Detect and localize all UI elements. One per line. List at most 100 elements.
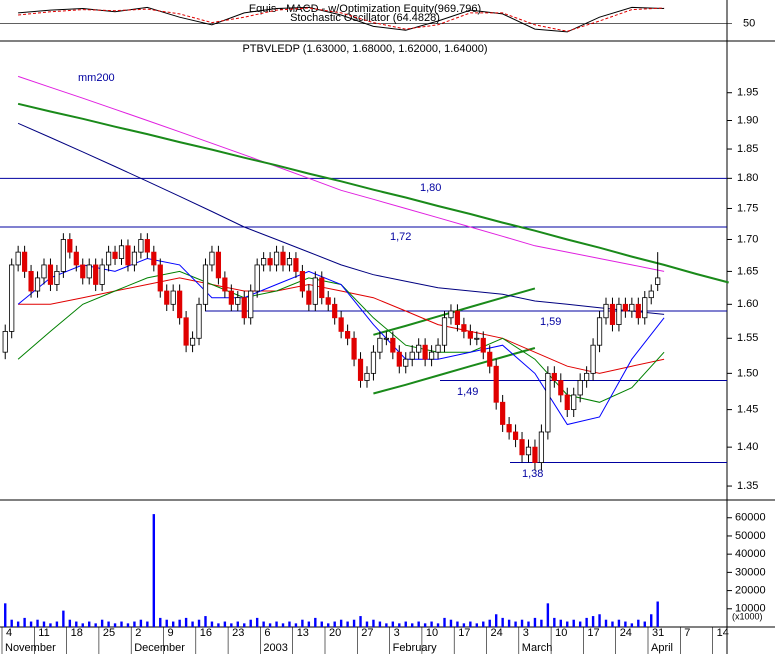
candle-body [47,264,54,285]
x-tick-label: 9 [168,627,174,639]
volume-bar [314,617,317,627]
candle-body [319,277,325,299]
volume-bar [55,621,59,627]
candle-body [364,372,370,381]
volume-bar [391,621,395,627]
candle-body [480,337,486,353]
volume-bar [62,610,65,627]
candle-body [131,251,138,266]
candle-body [93,264,99,285]
volume-bar [359,616,362,627]
candle-body [416,344,422,353]
volume-bar [191,621,194,627]
candle-body [603,303,609,319]
candle-body [622,303,628,312]
candle-body [370,351,377,374]
volume-bar [139,619,143,627]
volume-tick-label: 60000 [735,512,766,524]
candle-body [332,303,338,319]
x-tick-label: 16 [200,627,212,639]
volume-bar [68,619,72,627]
x-tick-label: 23 [232,627,244,639]
candle-body [506,424,512,433]
candle-body [532,446,538,463]
volume-bar [520,619,524,627]
y-tick-label: 1.85 [737,143,758,155]
volume-bar [462,623,466,627]
volume-bar [430,621,433,627]
y-tick-label: 1.45 [737,404,758,416]
volume-bar [559,619,562,627]
candle-body [493,365,499,403]
volume-bar [404,621,407,627]
candle-body [338,317,344,332]
volume-bar [16,621,20,627]
candle-body [390,337,396,353]
candle-body [648,290,654,299]
volume-bar [604,619,608,627]
month-label: March [522,642,553,654]
volume-bar [398,623,401,627]
candle-body [616,303,622,325]
volume-bar [94,623,97,627]
volume-bar [23,617,26,627]
candle-body [248,290,254,319]
candle-body [512,431,519,440]
candle-body [125,245,131,266]
volume-bar [49,623,52,627]
candle-body [635,303,641,319]
volume-bar [411,623,414,627]
candle-body [151,251,157,266]
volume-bar [288,621,291,627]
candle-body [209,251,215,266]
candle-body [564,394,570,411]
volume-tick-label: 10000 [735,603,766,615]
x-tick-label: 10 [555,627,567,639]
volume-bar [230,623,233,627]
volume-bar [385,623,388,627]
volume-bar [4,603,7,627]
volume-bar [152,514,156,627]
volume-bar [320,621,323,627]
x-tick-label: 24 [620,627,632,639]
candle-body [99,264,105,285]
volume-bar [469,621,472,627]
overlay-line [373,347,536,395]
x-tick-label: 2 [135,627,141,639]
candle-body [170,290,176,305]
volume-bar [585,617,588,627]
volume-bar [333,621,336,627]
month-label: December [134,642,185,654]
candle-body [267,258,273,266]
candle-body [280,251,286,266]
volume-bar [268,623,272,627]
volume-bar [159,617,162,627]
y-tick-label: 1.50 [737,367,758,379]
volume-bar [643,621,646,627]
candle-body [183,317,189,346]
candle-body [454,310,461,325]
volume-bar [107,621,110,627]
volume-bar [423,623,427,627]
volume-bar [630,623,634,627]
indicator-line [18,7,665,32]
volume-bar [566,621,569,627]
volume-bar [204,616,207,627]
month-label: 2003 [263,642,287,654]
volume-bar [210,621,214,627]
candle-body [105,251,112,266]
volume-tick-label: 50000 [735,530,766,542]
chart-title: PTBVLEDP (1.63000, 1.68000, 1.62000, 1.6… [242,43,487,55]
volume-bar [501,617,504,627]
volume-bar [301,619,304,627]
volume-bar [611,621,614,627]
overlay-line [17,75,665,272]
candle-body [60,239,66,272]
candle-body [396,351,402,367]
candle-body [306,290,312,305]
volume-bar [514,621,517,627]
candle-body [80,264,86,279]
volume-bar [275,621,278,627]
volume-bar [29,621,33,627]
